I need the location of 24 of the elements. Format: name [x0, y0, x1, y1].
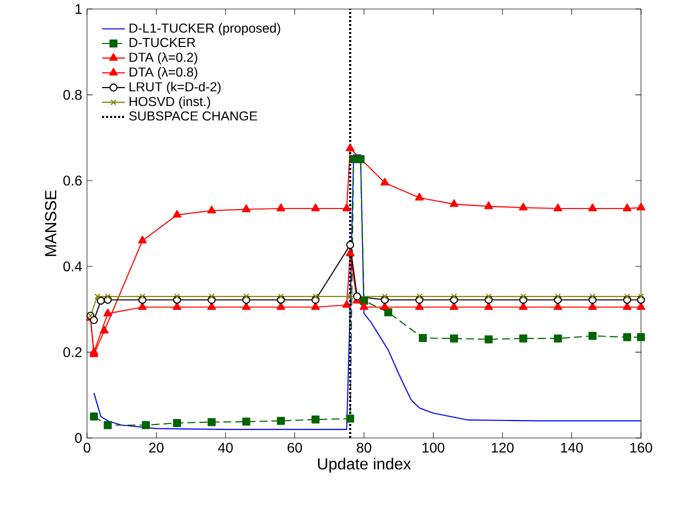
x-tick-label: 140	[561, 442, 583, 453]
legend-label: DTA (λ=0.8)	[130, 67, 198, 80]
y-tick-label: 0.2	[63, 347, 82, 358]
x-tick-label: 20	[149, 442, 164, 453]
legend-label: LRUT (k=D-d-2)	[130, 82, 221, 94]
x-tick-label: 100	[422, 442, 444, 453]
x-tick-label: 80	[356, 442, 372, 453]
legend-label: SUBSPACE CHANGE	[129, 111, 258, 121]
y-tick-label: 0.8	[63, 90, 82, 100]
x-tick-label: 40	[218, 442, 233, 453]
x-tick-label: 120	[492, 442, 514, 453]
y-tick-label: 1	[76, 4, 82, 14]
legend-label: HOSVD (inst.)	[130, 96, 210, 109]
y-axis-title: MANSSE	[45, 190, 56, 256]
x-tick-label: 160	[630, 442, 652, 453]
y-tick-label: 0	[75, 433, 82, 443]
x-tick-label: 0	[84, 442, 90, 453]
legend-label: DTA (λ=0.2)	[130, 52, 198, 64]
y-tick-label: 0.6	[63, 176, 82, 186]
legend-label: D-L1-TUCKER (proposed)	[130, 23, 280, 36]
x-axis-title: Update index	[318, 458, 411, 473]
y-tick-label: 0.4	[63, 261, 82, 272]
legend-label: D-TUCKER	[130, 38, 196, 48]
x-tick-label: 60	[288, 442, 302, 453]
